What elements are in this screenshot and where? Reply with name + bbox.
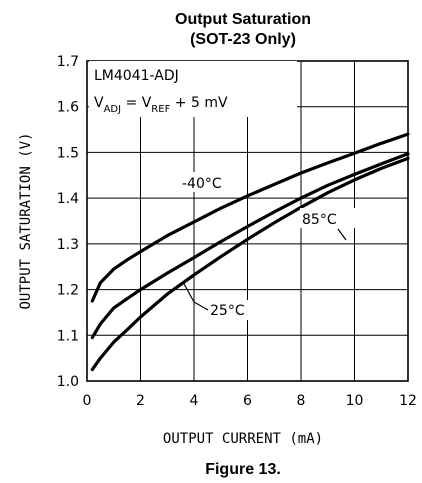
series-line-25 (90, 156, 410, 372)
y-tick-label: 1.6 (57, 100, 79, 116)
annotation-device: LM4041-ADJ (94, 68, 179, 84)
y-tick-labels: 1.0 1.1 1.2 1.3 1.4 1.5 1.6 1.7 (57, 54, 79, 390)
y-tick-label: 1.2 (57, 283, 79, 299)
annotation-sub-adj: ADJ (104, 104, 122, 115)
chart-title: Output Saturation (175, 11, 311, 28)
figure-caption: Figure 13. (205, 461, 281, 478)
y-tick-label: 1.5 (57, 145, 79, 161)
series-line-85 (90, 152, 410, 340)
y-tick-label: 1.7 (57, 54, 79, 70)
label-bg-minus40 (178, 172, 240, 192)
annotation-rest: + 5 mV (170, 95, 228, 111)
leader-85 (337, 228, 347, 241)
x-tick-label: 10 (346, 393, 364, 409)
annotation-eq: = (121, 95, 142, 111)
annotation-condition: VADJ = VREF + 5 mV (94, 95, 228, 115)
series-label-85: 85°C (302, 212, 337, 228)
annotation-background (89, 61, 297, 117)
annotation-sub-ref: REF (151, 104, 170, 115)
y-axis-label: OUTPUT SATURATION (V) (18, 132, 34, 309)
annotation-v2: V (142, 95, 152, 111)
label-bg-85 (300, 208, 356, 228)
x-tick-label: 12 (399, 393, 417, 409)
y-tick-label: 1.3 (57, 237, 79, 253)
x-tick-labels: 0 2 4 6 8 10 12 (83, 393, 417, 409)
x-tick-label: 6 (243, 393, 252, 409)
y-tick-label: 1.4 (57, 191, 79, 207)
y-tick-label: 1.1 (57, 328, 79, 344)
label-bg-25 (205, 300, 261, 320)
y-tick-label: 1.0 (57, 374, 79, 390)
annotation-v1: V (94, 95, 104, 111)
series-line-minus40 (90, 132, 410, 303)
x-axis-label: OUTPUT CURRENT (mA) (163, 431, 323, 447)
x-tick-label: 2 (136, 393, 145, 409)
chart-subtitle: (SOT-23 Only) (190, 31, 296, 48)
x-tick-label: 4 (190, 393, 199, 409)
series-label-minus40: -40°C (182, 176, 222, 192)
x-tick-label: 8 (297, 393, 306, 409)
series-label-25: 25°C (210, 303, 245, 319)
x-tick-label: 0 (83, 393, 92, 409)
leader-25 (182, 281, 209, 311)
curves (90, 132, 410, 372)
